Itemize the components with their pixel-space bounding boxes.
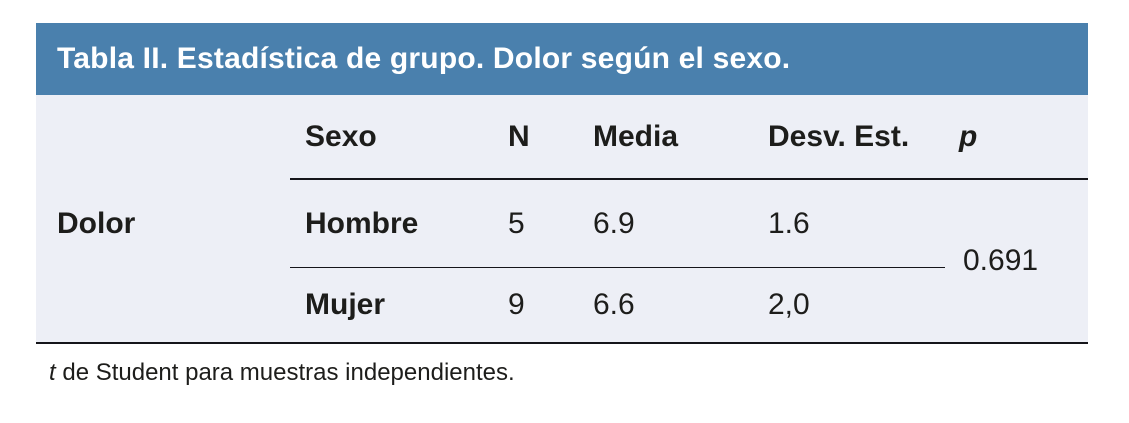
header-cell-sexo: Sexo [290, 95, 505, 180]
header-cell-n: N [505, 95, 590, 180]
header-cell-p: p [945, 95, 1088, 180]
table-row-hombre-desv-est: 1.6 [765, 180, 945, 268]
cell-desv-est-mujer: 2,0 [768, 288, 810, 321]
column-header-sexo: Sexo [305, 119, 377, 153]
cell-media-hombre: 6.9 [593, 206, 635, 240]
header-cell-empty [36, 95, 290, 180]
column-header-desv-est: Desv. Est. [768, 119, 910, 153]
column-header-media: Media [593, 119, 679, 153]
column-header-p: p [959, 119, 978, 153]
cell-sexo-mujer: Mujer [305, 288, 386, 321]
table-row-hombre-sexo: Hombre [290, 180, 505, 268]
table-body: Sexo N Media Desv. Est. p Dolor [36, 95, 1088, 344]
cell-n-hombre: 5 [508, 206, 525, 240]
cell-n-mujer: 9 [508, 288, 525, 321]
table-row-mujer-n: 9 [505, 268, 590, 342]
table-row-hombre-n: 5 [505, 180, 590, 268]
header-cell-media: Media [590, 95, 765, 180]
table-footnote: t de Student para muestras independiente… [36, 359, 1088, 387]
p-value: 0.691 [963, 244, 1039, 277]
cell-desv-est-hombre: 1.6 [768, 206, 810, 240]
statistics-table: Tabla II. Estadística de grupo. Dolor se… [36, 23, 1088, 387]
row-group-label-cell: Dolor [36, 180, 290, 268]
table-title-bar: Tabla II. Estadística de grupo. Dolor se… [36, 23, 1088, 95]
table-title: Tabla II. Estadística de grupo. Dolor se… [57, 42, 791, 75]
footnote-text: de Student para muestras independientes. [55, 359, 515, 386]
cell-media-mujer: 6.6 [593, 288, 635, 321]
column-header-n: N [508, 119, 530, 153]
row-group-empty-cell [36, 268, 290, 342]
p-value-cell: 0.691 [945, 180, 1088, 342]
table-row-mujer-desv-est: 2,0 [765, 268, 945, 342]
table-row-mujer-sexo: Mujer [290, 268, 505, 342]
cell-sexo-hombre: Hombre [305, 206, 419, 240]
footnote-test-symbol: t [49, 359, 56, 386]
table-row-mujer-media: 6.6 [590, 268, 765, 342]
row-group-label: Dolor [57, 207, 136, 240]
table-row-hombre-media: 6.9 [590, 180, 765, 268]
table-grid: Sexo N Media Desv. Est. p Dolor [36, 95, 1088, 342]
header-cell-desv-est: Desv. Est. [765, 95, 945, 180]
